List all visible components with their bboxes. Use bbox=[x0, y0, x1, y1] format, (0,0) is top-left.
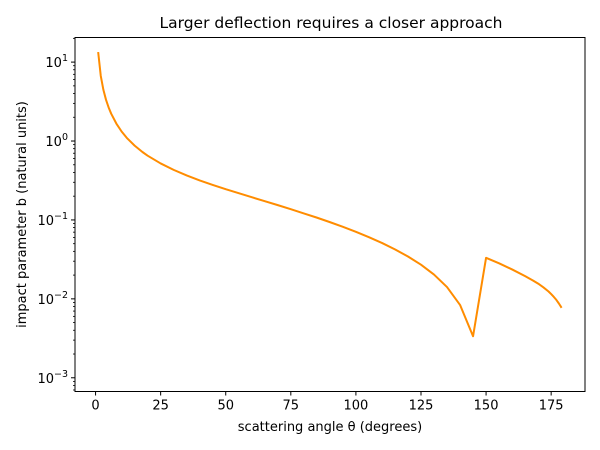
series-line bbox=[97, 51, 563, 338]
plot-area bbox=[74, 37, 586, 392]
x-tick-label: 25 bbox=[152, 399, 169, 414]
x-tick-label: 150 bbox=[474, 399, 499, 414]
x-tick-label: 75 bbox=[283, 399, 300, 414]
chart-title: Larger deflection requires a closer appr… bbox=[159, 14, 502, 32]
y-tick-label: 10−2 bbox=[37, 290, 68, 308]
line-layer bbox=[97, 51, 563, 338]
x-tick-label: 175 bbox=[539, 399, 564, 414]
y-tick-label: 10−1 bbox=[37, 211, 68, 229]
axes-background bbox=[75, 37, 585, 392]
x-axis: 0 25 50 75 100 125 150 175 bbox=[91, 391, 564, 414]
x-tick-label: 50 bbox=[217, 399, 234, 414]
x-tick-label: 125 bbox=[409, 399, 434, 414]
y-axis-label: impact parameter b (natural units) bbox=[15, 101, 30, 328]
y-axis: 10−3 10−2 10−1 100 101 bbox=[37, 37, 75, 391]
y-tick-label: 101 bbox=[45, 53, 68, 71]
x-tick-label: 0 bbox=[91, 399, 99, 414]
x-axis-label: scattering angle θ (degrees) bbox=[238, 420, 422, 435]
axes-frame bbox=[74, 37, 586, 392]
y-tick-label: 100 bbox=[45, 132, 68, 150]
x-tick-label: 100 bbox=[343, 399, 368, 414]
y-tick-label: 10−3 bbox=[37, 369, 68, 387]
